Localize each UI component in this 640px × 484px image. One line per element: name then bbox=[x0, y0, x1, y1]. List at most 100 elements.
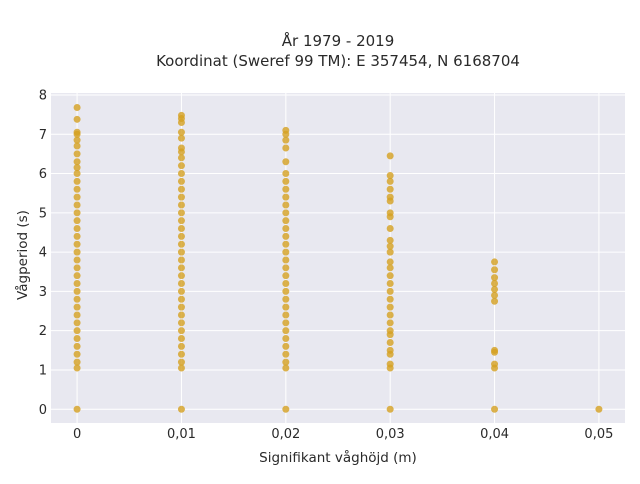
data-point bbox=[386, 405, 394, 413]
data-point bbox=[282, 201, 290, 209]
plot-area bbox=[51, 93, 625, 423]
data-point bbox=[386, 272, 394, 280]
data-point bbox=[282, 193, 290, 201]
data-point bbox=[386, 264, 394, 272]
y-tick-label: 5 bbox=[39, 206, 47, 221]
data-point bbox=[282, 240, 290, 248]
data-point bbox=[282, 405, 290, 413]
data-point bbox=[177, 280, 185, 288]
data-point bbox=[491, 266, 499, 274]
data-point bbox=[177, 264, 185, 272]
data-point bbox=[386, 177, 394, 185]
data-point bbox=[73, 142, 81, 150]
data-point bbox=[282, 272, 290, 280]
data-point bbox=[386, 360, 394, 368]
y-tick-label: 4 bbox=[39, 246, 47, 261]
data-point bbox=[177, 201, 185, 209]
data-point bbox=[73, 364, 81, 372]
data-point bbox=[177, 170, 185, 178]
data-point bbox=[73, 115, 81, 123]
data-points bbox=[73, 104, 603, 413]
data-point bbox=[177, 193, 185, 201]
y-tick-label: 0 bbox=[39, 403, 47, 418]
data-point bbox=[282, 335, 290, 343]
data-point bbox=[282, 185, 290, 193]
data-point bbox=[491, 405, 499, 413]
data-point bbox=[282, 170, 290, 178]
data-point bbox=[177, 364, 185, 372]
x-tick-label: 0 bbox=[73, 427, 81, 442]
data-point bbox=[282, 232, 290, 240]
data-point bbox=[73, 164, 81, 172]
chart-title-line-1: År 1979 - 2019 bbox=[282, 31, 395, 50]
data-point bbox=[282, 350, 290, 358]
data-point bbox=[282, 136, 290, 144]
data-point bbox=[386, 346, 394, 354]
y-tick-label: 6 bbox=[39, 167, 47, 182]
data-point bbox=[73, 170, 81, 178]
data-point bbox=[177, 295, 185, 303]
y-tick-label: 1 bbox=[39, 363, 47, 378]
grid-lines bbox=[51, 93, 625, 423]
data-point bbox=[386, 242, 394, 250]
data-point bbox=[177, 256, 185, 264]
x-tick-label: 0,03 bbox=[376, 427, 405, 442]
data-point bbox=[386, 236, 394, 244]
data-point bbox=[73, 358, 81, 366]
data-point bbox=[73, 335, 81, 343]
y-axis-ticks: 0 1 2 3 4 5 6 7 8 bbox=[39, 88, 47, 417]
data-point bbox=[386, 311, 394, 319]
data-point bbox=[595, 405, 603, 413]
data-point bbox=[386, 248, 394, 256]
data-point bbox=[73, 193, 81, 201]
data-point bbox=[491, 285, 499, 293]
data-point bbox=[282, 158, 290, 166]
x-axis-label: Signifikant våghöjd (m) bbox=[259, 449, 417, 466]
data-point bbox=[73, 272, 81, 280]
data-point bbox=[386, 172, 394, 179]
data-point bbox=[73, 295, 81, 303]
x-tick-label: 0,05 bbox=[584, 427, 613, 442]
data-point bbox=[386, 193, 394, 201]
data-point bbox=[282, 126, 290, 134]
data-point bbox=[282, 295, 290, 303]
data-point bbox=[491, 297, 499, 305]
y-tick-label: 3 bbox=[39, 285, 47, 300]
x-tick-label: 0,01 bbox=[167, 427, 196, 442]
data-point bbox=[73, 350, 81, 358]
data-point bbox=[73, 209, 81, 217]
data-point bbox=[73, 104, 81, 112]
data-point bbox=[73, 128, 81, 136]
data-point bbox=[177, 342, 185, 350]
x-axis-ticks: 0 0,01 0,02 0,03 0,04 0,05 bbox=[73, 427, 613, 442]
data-point bbox=[73, 185, 81, 193]
data-point bbox=[177, 327, 185, 335]
data-point bbox=[73, 303, 81, 311]
data-point bbox=[73, 264, 81, 272]
data-point bbox=[177, 111, 185, 119]
data-point bbox=[386, 327, 394, 335]
data-point bbox=[491, 291, 499, 299]
data-point bbox=[282, 248, 290, 256]
y-tick-label: 8 bbox=[39, 88, 47, 103]
y-tick-label: 2 bbox=[39, 324, 47, 339]
data-point bbox=[177, 185, 185, 193]
data-point bbox=[73, 177, 81, 185]
data-point bbox=[73, 405, 81, 413]
data-point bbox=[177, 225, 185, 233]
data-point bbox=[386, 225, 394, 233]
data-point bbox=[73, 256, 81, 264]
data-point bbox=[386, 295, 394, 303]
data-point bbox=[73, 287, 81, 295]
data-point bbox=[177, 162, 185, 170]
data-point bbox=[386, 152, 394, 160]
data-point bbox=[282, 364, 290, 372]
data-point bbox=[177, 209, 185, 217]
data-point bbox=[282, 358, 290, 366]
data-point bbox=[73, 327, 81, 335]
data-point bbox=[491, 346, 499, 354]
data-point bbox=[73, 319, 81, 327]
data-point bbox=[386, 319, 394, 327]
data-point bbox=[177, 358, 185, 366]
